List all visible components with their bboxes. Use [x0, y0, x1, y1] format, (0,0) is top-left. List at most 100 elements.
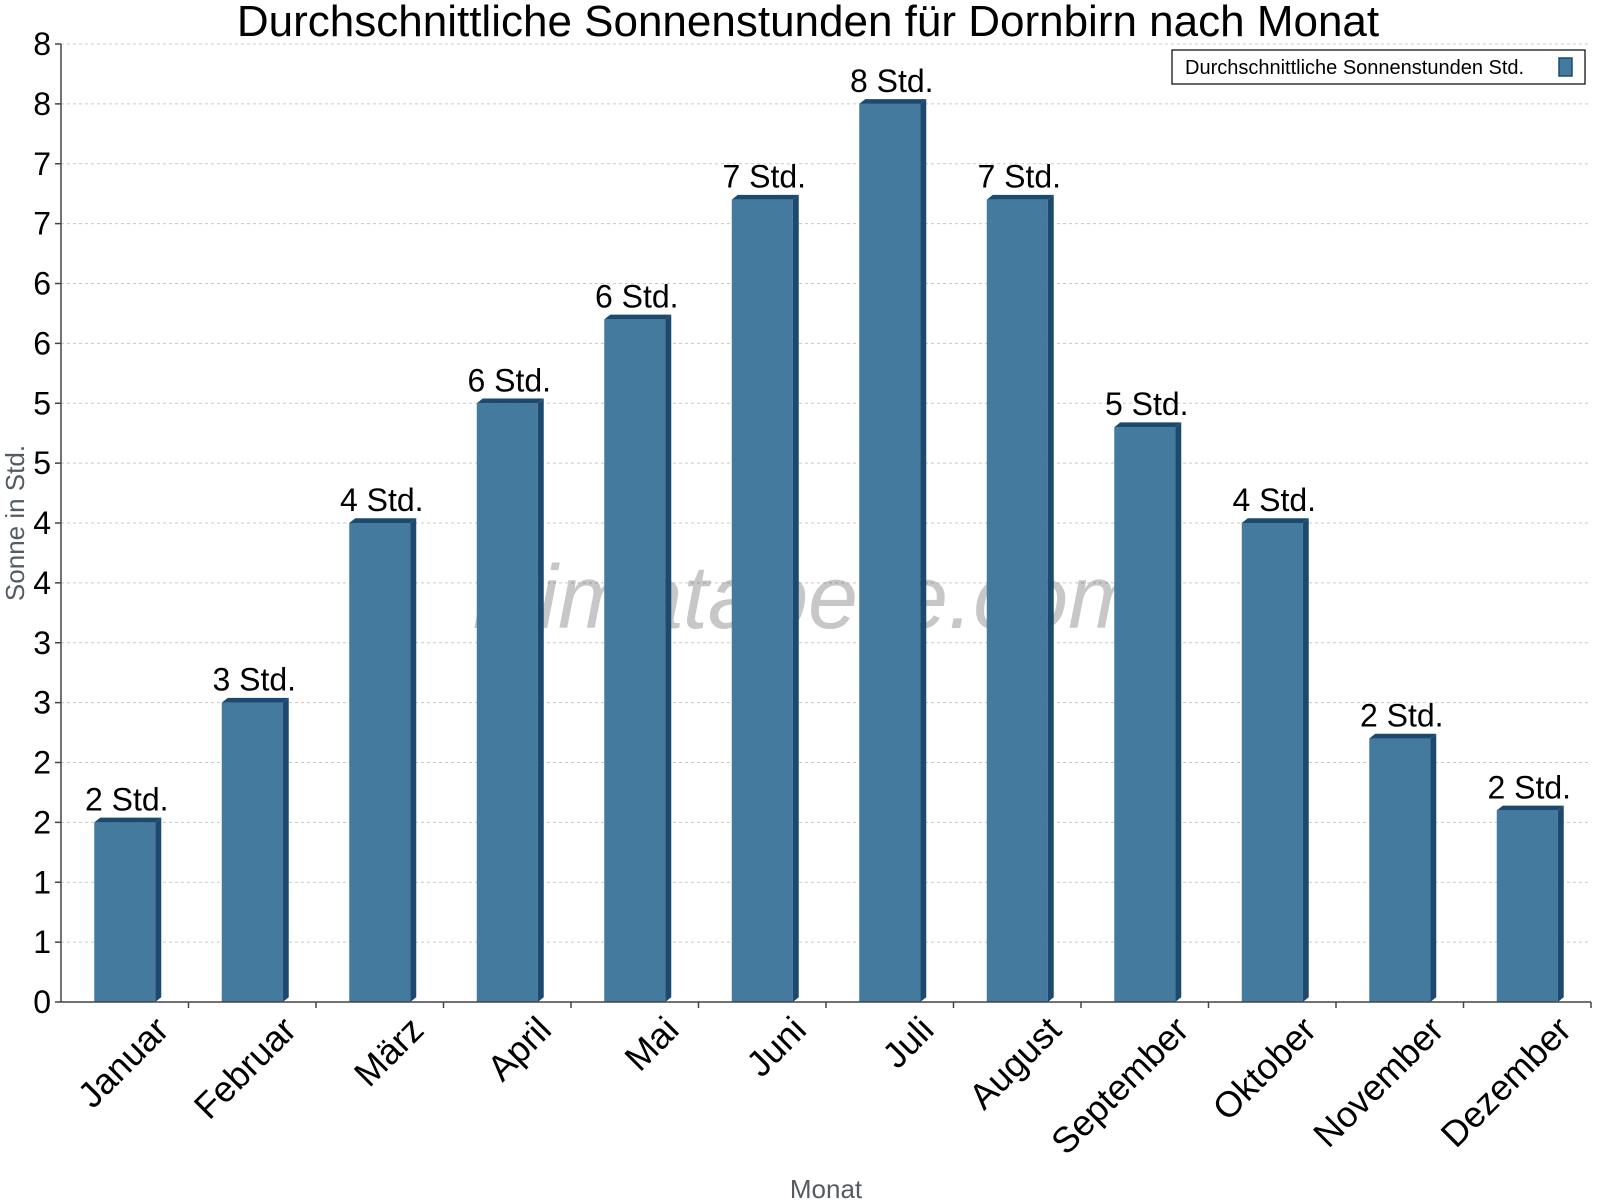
y-tick-label: 7 [33, 146, 51, 182]
y-tick-label: 4 [33, 505, 51, 541]
x-tick-label: März [346, 1009, 432, 1095]
y-tick-label: 8 [33, 26, 51, 62]
y-tick-label: 1 [33, 864, 51, 900]
x-tick-label: August [961, 1009, 1069, 1117]
data-label: 2 Std. [1360, 698, 1444, 734]
bar-11 [1369, 733, 1437, 1002]
bar-front [221, 702, 283, 1002]
x-tick-label: September [1043, 1009, 1197, 1163]
bar-side [410, 518, 417, 1002]
bar-side [665, 314, 672, 1002]
y-tick-label: 1 [33, 924, 51, 960]
x-tick-label: April [479, 1009, 559, 1089]
y-tick-label: 6 [33, 266, 51, 302]
bar-side [155, 817, 162, 1002]
bar-top [221, 697, 289, 703]
bar-top [94, 817, 162, 823]
bar-front [1369, 738, 1431, 1002]
x-tick-label: Oktober [1204, 1009, 1324, 1129]
y-tick-label: 3 [33, 685, 51, 721]
data-label: 5 Std. [1105, 386, 1189, 422]
bar-side [792, 194, 799, 1002]
data-label: 4 Std. [340, 482, 424, 518]
data-label: 4 Std. [1232, 482, 1316, 518]
y-tick-label: 3 [33, 625, 51, 661]
bar-side [1175, 422, 1182, 1002]
bar-top [1496, 805, 1564, 811]
bar-side [1557, 805, 1564, 1002]
x-tick-label: Dezember [1432, 1009, 1578, 1155]
bar-6 [731, 194, 799, 1003]
data-label: 6 Std. [467, 362, 551, 398]
bars: 2 Std. 3 Std. 4 Std. 6 Std. 6 Std. 7 Std. 8 St… [85, 63, 1571, 1003]
bar-2 [221, 697, 289, 1002]
y-tick-label: 6 [33, 325, 51, 361]
bar-front [604, 319, 666, 1002]
bar-side [1430, 733, 1437, 1002]
bar-top [349, 518, 417, 523]
bar-top [604, 314, 672, 320]
x-tick-label: Februar [186, 1009, 304, 1127]
data-label: 2 Std. [85, 781, 169, 817]
y-tick-label: 2 [33, 804, 51, 840]
y-ticks: 0 1 1 2 2 3 3 4 4 5 5 6 6 7 7 8 8 [33, 26, 61, 1020]
y-tick-label: 4 [33, 565, 51, 601]
bar-7 [859, 99, 927, 1002]
bar-front [1114, 427, 1176, 1002]
bar-front [1241, 523, 1303, 1002]
data-label: 7 Std. [722, 159, 806, 195]
bar-front [731, 199, 793, 1003]
bar-12 [1496, 805, 1564, 1002]
x-axis-label: Monat [790, 1174, 863, 1200]
bar-top [1114, 422, 1182, 428]
x-tick-label: November [1305, 1009, 1451, 1155]
bar-top [1241, 518, 1309, 523]
x-tick-label: Juli [874, 1009, 941, 1076]
bar-front [859, 103, 921, 1002]
legend-entry: Durchschnittliche Sonnenstunden Std. [1185, 57, 1524, 79]
y-tick-label: 7 [33, 206, 51, 242]
bar-8 [986, 194, 1054, 1003]
data-label: 8 Std. [850, 63, 934, 99]
x-tick-label: Mai [616, 1009, 686, 1079]
x-tick-label: Januar [70, 1009, 177, 1116]
legend-swatch [1558, 57, 1573, 77]
y-tick-label: 0 [33, 984, 51, 1020]
legend-box [1171, 49, 1586, 85]
chart-title: Durchschnittliche Sonnenstunden für Dorn… [237, 0, 1379, 46]
y-tick-label: 8 [33, 86, 51, 122]
bar-side [282, 697, 289, 1002]
bar-9 [1114, 422, 1182, 1002]
y-tick-label: 5 [33, 385, 51, 421]
bar-10 [1241, 518, 1309, 1002]
bar-side [537, 398, 544, 1002]
y-axis-label: Sonne in Std. [0, 445, 30, 601]
bar-front [1496, 810, 1558, 1002]
bar-3 [349, 518, 417, 1002]
y-tick-label: 5 [33, 445, 51, 481]
data-label: 6 Std. [595, 278, 679, 314]
y-tick-label: 2 [33, 745, 51, 781]
bar-side [920, 99, 927, 1002]
x-tick-label: Juni [738, 1009, 814, 1085]
bar-1 [94, 817, 162, 1002]
bar-5 [604, 314, 672, 1002]
data-label: 2 Std. [1487, 769, 1571, 805]
bar-front [349, 523, 411, 1002]
x-ticks: Januar Februar März April Mai Juni Juli AugustS… [70, 1002, 1592, 1163]
bar-front [476, 403, 538, 1002]
bar-top [476, 398, 544, 404]
bar-4 [476, 398, 544, 1002]
legend: Durchschnittliche Sonnenstunden Std. [1171, 49, 1586, 85]
data-label: 3 Std. [212, 662, 296, 698]
bar-top [986, 194, 1054, 200]
bar-front [986, 199, 1048, 1003]
grid [61, 43, 1591, 943]
bar-top [731, 194, 799, 200]
data-label: 7 Std. [977, 159, 1061, 195]
bar-top [859, 99, 927, 104]
bar-front [94, 822, 156, 1002]
bar-top [1369, 733, 1437, 739]
bar-side [1047, 194, 1054, 1002]
